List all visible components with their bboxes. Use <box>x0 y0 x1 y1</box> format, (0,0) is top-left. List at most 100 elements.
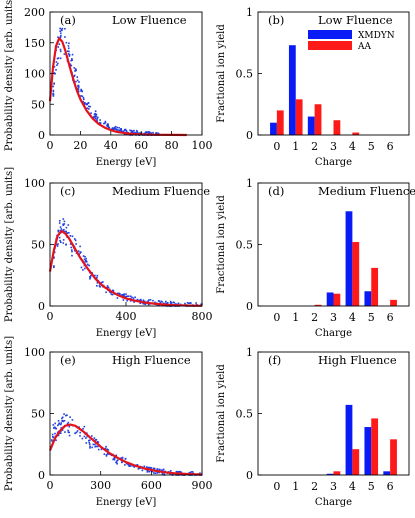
scatter-point <box>56 57 59 60</box>
bar-aa <box>276 110 284 135</box>
scatter-point <box>85 257 87 260</box>
scatter-point <box>119 293 121 295</box>
x-axis-label: Energy [eV] <box>96 157 157 168</box>
scatter-point <box>82 428 84 430</box>
scatter-point <box>124 457 127 460</box>
scatter-point <box>136 464 139 466</box>
bar-xmdyn <box>326 292 334 306</box>
scatter-point <box>99 121 101 124</box>
y-tick-label: 0 <box>38 129 45 142</box>
scatter-point <box>100 281 103 284</box>
scatter-point <box>51 440 53 442</box>
scatter-point <box>156 468 159 470</box>
scatter-point <box>89 277 91 280</box>
scatter-point <box>105 455 108 457</box>
scatter-point <box>53 266 55 269</box>
scatter-point <box>66 414 68 416</box>
scatter-point <box>52 93 55 96</box>
x-tick-label: 400 <box>116 310 137 323</box>
scatter-point <box>64 36 66 38</box>
scatter-point <box>96 285 98 287</box>
scatter-point <box>104 121 107 124</box>
scatter-point <box>148 299 150 301</box>
scatter-point <box>136 131 138 134</box>
bar-xmdyn <box>345 404 353 475</box>
scatter-point <box>71 235 74 238</box>
legend-label-aa: AA <box>357 42 371 52</box>
scatter-point <box>68 431 70 434</box>
scatter-point <box>97 448 100 451</box>
scatter-point <box>79 435 81 437</box>
scatter-point <box>69 235 72 237</box>
scatter-point <box>76 76 79 78</box>
scatter-point <box>161 469 163 471</box>
scatter-point <box>94 117 97 120</box>
scatter-point <box>71 53 74 56</box>
scatter-point <box>96 119 98 122</box>
scatter-point <box>175 470 178 473</box>
scatter-point <box>138 132 141 134</box>
scatter-point <box>59 50 62 53</box>
scatter-point <box>151 470 154 473</box>
scatter-point <box>147 466 149 469</box>
scatter-point <box>147 303 150 306</box>
scatter-point <box>120 457 122 459</box>
scatter-point <box>112 127 115 130</box>
scatter-point <box>195 302 197 304</box>
scatter-point <box>61 417 63 420</box>
y-axis-label: Fractional ion yield <box>216 364 227 463</box>
scatter-point <box>60 34 62 37</box>
scatter-point <box>75 243 77 245</box>
scatter-point <box>116 292 119 295</box>
x-tick-label: 80 <box>165 139 179 152</box>
scatter-point <box>62 242 65 244</box>
scatter-point <box>144 303 147 306</box>
scatter-point <box>127 464 130 466</box>
bar-aa <box>333 293 341 306</box>
panel-label: (d) <box>268 184 284 198</box>
scatter-point <box>144 131 147 134</box>
scatter-point <box>156 472 159 474</box>
panel-title: High Fluence <box>112 353 191 367</box>
scatter-point <box>131 296 133 299</box>
y-axis-label: Fractional ion yield <box>216 24 227 123</box>
scatter-point <box>85 103 88 106</box>
scatter-point <box>58 422 61 425</box>
x-tick-label: 0 <box>273 311 280 324</box>
scatter-point <box>91 435 93 437</box>
scatter-point <box>88 264 90 267</box>
scatter-point <box>60 32 62 35</box>
scatter-point <box>68 425 71 428</box>
scatter-point <box>77 90 80 93</box>
bar-xmdyn <box>345 211 353 306</box>
scatter-point <box>71 250 73 253</box>
scatter-point <box>57 230 60 233</box>
scatter-point <box>85 261 88 263</box>
panel-label: (c) <box>60 184 75 198</box>
scatter-point <box>75 80 77 83</box>
scatter-point <box>53 66 56 68</box>
scatter-point <box>115 461 118 464</box>
plot-frame <box>257 351 410 476</box>
scatter-point <box>125 130 128 133</box>
y-tick-label: 0 <box>38 469 45 482</box>
y-tick-label: 0 <box>246 129 253 142</box>
scatter-point <box>63 413 65 415</box>
scatter-point <box>125 129 128 132</box>
scatter-point <box>94 445 97 448</box>
fit-line <box>48 229 203 307</box>
scatter-point <box>62 239 65 241</box>
scatter-point <box>129 465 132 467</box>
scatter-point <box>73 75 75 78</box>
scatter-point <box>106 124 108 127</box>
scatter-point <box>84 267 86 270</box>
scatter-point <box>150 132 152 134</box>
scatter-point <box>149 298 152 301</box>
bar-aa <box>333 120 341 135</box>
scatter-point <box>77 88 80 91</box>
panel-title: Medium Fluence <box>318 184 415 198</box>
scatter-point <box>110 293 112 295</box>
scatter-point <box>94 443 96 446</box>
bar-xmdyn <box>288 45 296 135</box>
